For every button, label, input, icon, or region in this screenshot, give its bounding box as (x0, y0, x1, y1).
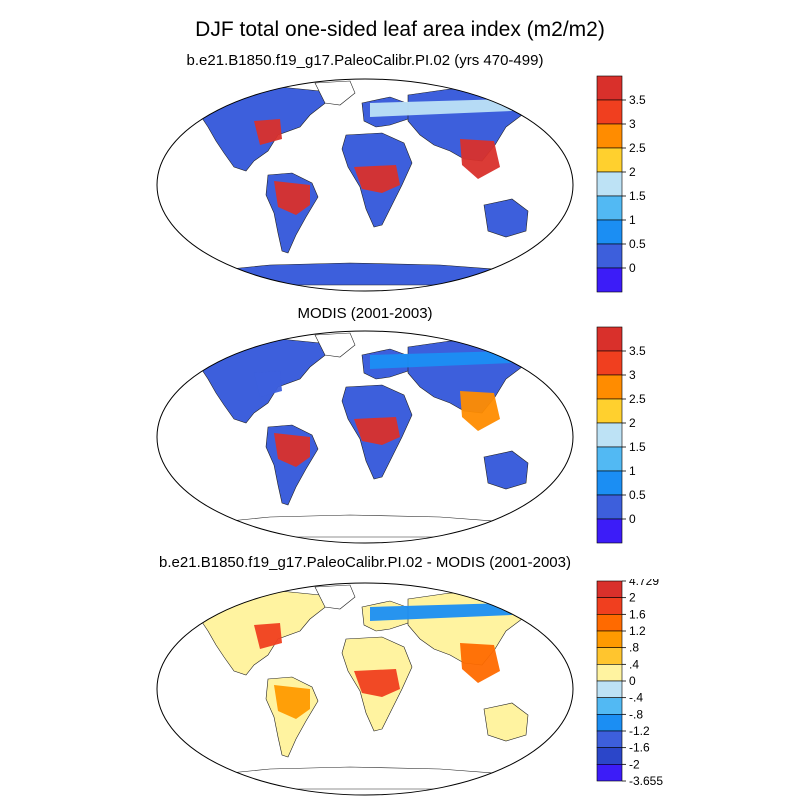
colorbar-swatch (596, 195, 623, 221)
colorbar-label: .4 (629, 657, 639, 671)
panel-title-model: b.e21.B1850.f19_g17.PaleoCalibr.PI.02 (y… (186, 52, 544, 69)
map-land-layer (157, 331, 573, 543)
colorbar-difference: 4.729 2 1.6 1.2 .8 .4 0 -.4 -.8 -1.2 -1.6 -2 -3.655 (596, 579, 663, 788)
region-boreal-belt (370, 99, 512, 117)
colorbar-swatch (596, 446, 623, 472)
colorbar-label: 0 (629, 674, 636, 688)
region-amazon (274, 685, 310, 719)
panel-title-modis: MODIS (2001-2003) (297, 305, 433, 322)
colorbar-label: 2 (629, 165, 636, 179)
map-land-layer (157, 79, 573, 291)
map-land-layer (157, 583, 573, 795)
region-southeast-asia (460, 391, 500, 431)
colorbar-label: 0.5 (629, 488, 646, 502)
map-difference (156, 582, 574, 796)
colorbar-label: -.4 (629, 691, 643, 705)
region-southeast-asia (460, 139, 500, 179)
colorbar-label: .8 (629, 641, 639, 655)
continent-greenland (314, 332, 356, 358)
region-boreal-belt (370, 351, 512, 369)
colorbar-swatch (596, 267, 623, 293)
colorbar-label: 0.5 (629, 237, 646, 251)
colorbar-modis: 3.5 3 2.5 2 1.5 1 0.5 0 (596, 326, 646, 544)
colorbar-label: 2 (629, 416, 636, 430)
colorbar-label: 0 (629, 261, 636, 275)
colorbar-label: 3 (629, 117, 636, 131)
colorbar-label: 1 (629, 213, 636, 227)
colorbar-swatch (596, 597, 623, 615)
colorbar-swatch (596, 714, 623, 732)
map-model (156, 78, 574, 292)
colorbar-label: 2 (629, 591, 636, 605)
colorbar-swatch (596, 219, 623, 245)
region-central-africa (354, 669, 400, 697)
colorbar-swatch (596, 614, 623, 632)
map-border (156, 78, 574, 292)
map-modis (156, 330, 574, 544)
colorbar-label: -1.6 (629, 741, 650, 755)
colorbar-swatch (596, 697, 623, 715)
colorbar-swatch (596, 171, 623, 197)
region-southeast-asia (460, 643, 500, 683)
continent-australia (483, 702, 529, 742)
region-amazon (274, 181, 310, 215)
colorbar-swatch (596, 99, 623, 125)
continent-australia (483, 450, 529, 490)
region-central-africa (354, 417, 400, 445)
region-central-africa (354, 165, 400, 193)
colorbar-label: 3.5 (629, 344, 646, 358)
colorbar-label: -3.655 (629, 774, 663, 788)
colorbar-swatch (596, 580, 623, 598)
colorbar-label: 0 (629, 512, 636, 526)
colorbar-swatch (596, 75, 623, 101)
colorbar-label: 1.2 (629, 624, 646, 638)
colorbar-swatch (596, 398, 623, 424)
region-eastern-us (254, 119, 282, 145)
region-boreal-belt (370, 603, 512, 621)
figure-title: DJF total one-sided leaf area index (m2/… (195, 18, 605, 41)
colorbar-swatch (596, 664, 623, 682)
region-eastern-us (254, 623, 282, 649)
colorbar-label: 3 (629, 368, 636, 382)
continent-greenland (314, 80, 356, 106)
colorbar-label: 1.6 (629, 607, 646, 621)
map-border (156, 582, 574, 796)
colorbar-swatch (596, 123, 623, 149)
colorbar-label: 4.729 (629, 579, 659, 588)
colorbar-label: -2 (629, 757, 640, 771)
colorbar-label: 3.5 (629, 93, 646, 107)
region-eastern-us (254, 371, 282, 397)
colorbar-label: -.8 (629, 707, 643, 721)
colorbar-swatch (596, 747, 623, 765)
colorbar-label: 1 (629, 464, 636, 478)
colorbar-swatch (596, 518, 623, 544)
colorbar-swatch (596, 730, 623, 748)
colorbar-swatch (596, 680, 623, 698)
colorbar-label: 2.5 (629, 141, 646, 155)
colorbar-swatch (596, 326, 623, 352)
colorbar-label: 2.5 (629, 392, 646, 406)
colorbar-label: 1.5 (629, 440, 646, 454)
colorbar-label: 1.5 (629, 189, 646, 203)
colorbar-swatch (596, 764, 623, 782)
colorbar-swatch (596, 630, 623, 648)
region-amazon (274, 433, 310, 467)
colorbar-swatch (596, 494, 623, 520)
panel-title-difference: b.e21.B1850.f19_g17.PaleoCalibr.PI.02 - … (159, 554, 571, 571)
colorbar-swatch (596, 243, 623, 269)
map-border (156, 330, 574, 544)
continent-greenland (314, 584, 356, 610)
continent-australia (483, 198, 529, 238)
colorbar-swatch (596, 350, 623, 376)
colorbar-label: -1.2 (629, 724, 650, 738)
colorbar-swatch (596, 422, 623, 448)
colorbar-swatch (596, 470, 623, 496)
colorbar-swatch (596, 147, 623, 173)
colorbar-model: 3.5 3 2.5 2 1.5 1 0.5 0 (596, 75, 646, 293)
colorbar-swatch (596, 374, 623, 400)
colorbar-swatch (596, 647, 623, 665)
